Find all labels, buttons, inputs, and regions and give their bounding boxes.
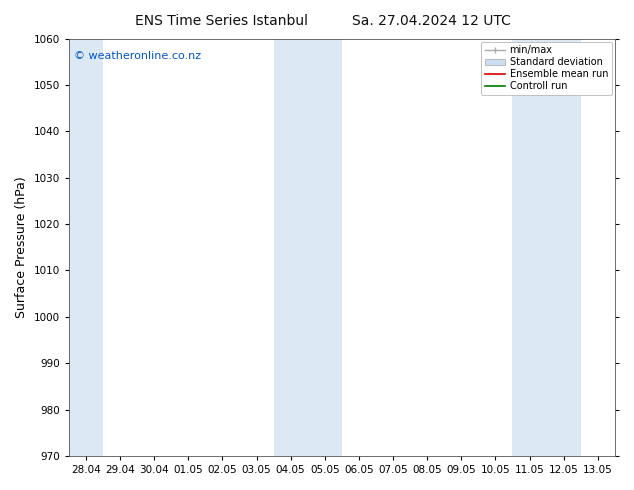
Bar [512, 39, 581, 456]
Y-axis label: Surface Pressure (hPa): Surface Pressure (hPa) [15, 176, 28, 318]
Legend: min/max, Standard deviation, Ensemble mean run, Controll run: min/max, Standard deviation, Ensemble me… [481, 42, 612, 95]
Bar [274, 39, 342, 456]
Text: Sa. 27.04.2024 12 UTC: Sa. 27.04.2024 12 UTC [352, 14, 510, 28]
Text: © weatheronline.co.nz: © weatheronline.co.nz [74, 51, 202, 61]
Text: ENS Time Series Istanbul: ENS Time Series Istanbul [136, 14, 308, 28]
Bar [69, 39, 103, 456]
